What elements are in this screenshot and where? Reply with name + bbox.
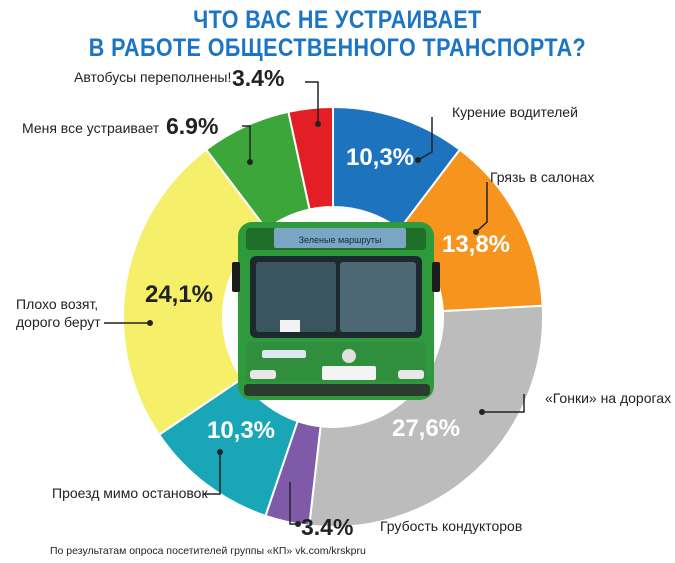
slice-label-7: Меня все устраивает xyxy=(22,120,160,136)
leader-line-7 xyxy=(242,125,251,162)
leader-line-2 xyxy=(475,182,488,233)
leader-dot-4 xyxy=(295,521,301,527)
slice-label-2: Грязь в салонах xyxy=(490,169,594,185)
slice-label-6: Плохо возят, дорого берут xyxy=(16,296,101,330)
slice-label-5: Проезд мимо остановок xyxy=(52,485,208,501)
route-sign xyxy=(274,228,406,248)
title-line-2: В РАБОТЕ ОБЩЕСТВЕННОГО ТРАНСПОРТА? xyxy=(88,34,587,62)
route-sign-text: Зеленые маршруты xyxy=(299,235,382,245)
slice-value-6: 24,1% xyxy=(145,281,213,308)
slice-value-2: 13,8% xyxy=(442,231,510,258)
slice-value-7: 6.9% xyxy=(166,113,218,139)
leader-dot-3 xyxy=(479,409,485,415)
leader-dot-8 xyxy=(315,121,321,127)
slice-value-4: 3.4% xyxy=(301,514,353,540)
chart-title: ЧТО ВАС НЕ УСТРАИВАЕТ В РАБОТЕ ОБЩЕСТВЕН… xyxy=(47,6,628,62)
leader-dot-7 xyxy=(247,159,253,165)
slice-value-8: 3.4% xyxy=(232,65,284,91)
title-line-1: ЧТО ВАС НЕ УСТРАИВАЕТ xyxy=(193,6,482,34)
slice-label-4: Грубость кондукторов xyxy=(380,518,522,534)
leader-line-1 xyxy=(417,117,433,161)
slice-value-5: 10,3% xyxy=(207,417,275,444)
leader-line-8 xyxy=(305,81,319,124)
slice-labels: Курение водителей 10,3% Грязь в салонах 13,… xyxy=(16,65,671,540)
leader-dot-1 xyxy=(415,157,421,163)
leader-dot-6 xyxy=(147,320,153,326)
slice-label-8: Автобусы переполнены! xyxy=(74,69,231,85)
slice-6 xyxy=(122,148,268,437)
slice-value-1: 10,3% xyxy=(346,144,414,171)
slice-label-3: «Гонки» на дорогах xyxy=(545,390,671,406)
slice-label-1: Курение водителей xyxy=(452,104,578,120)
leader-line-5 xyxy=(203,452,221,495)
source-note: По результатам опроса посетителей группы… xyxy=(50,545,366,557)
leader-dot-5 xyxy=(217,449,223,455)
bus-image: Зеленые маршруты xyxy=(232,222,440,400)
slice-8 xyxy=(287,105,334,211)
leader-line-3 xyxy=(482,394,525,413)
slice-value-3: 27,6% xyxy=(392,415,460,442)
leader-dot-2 xyxy=(473,229,479,235)
